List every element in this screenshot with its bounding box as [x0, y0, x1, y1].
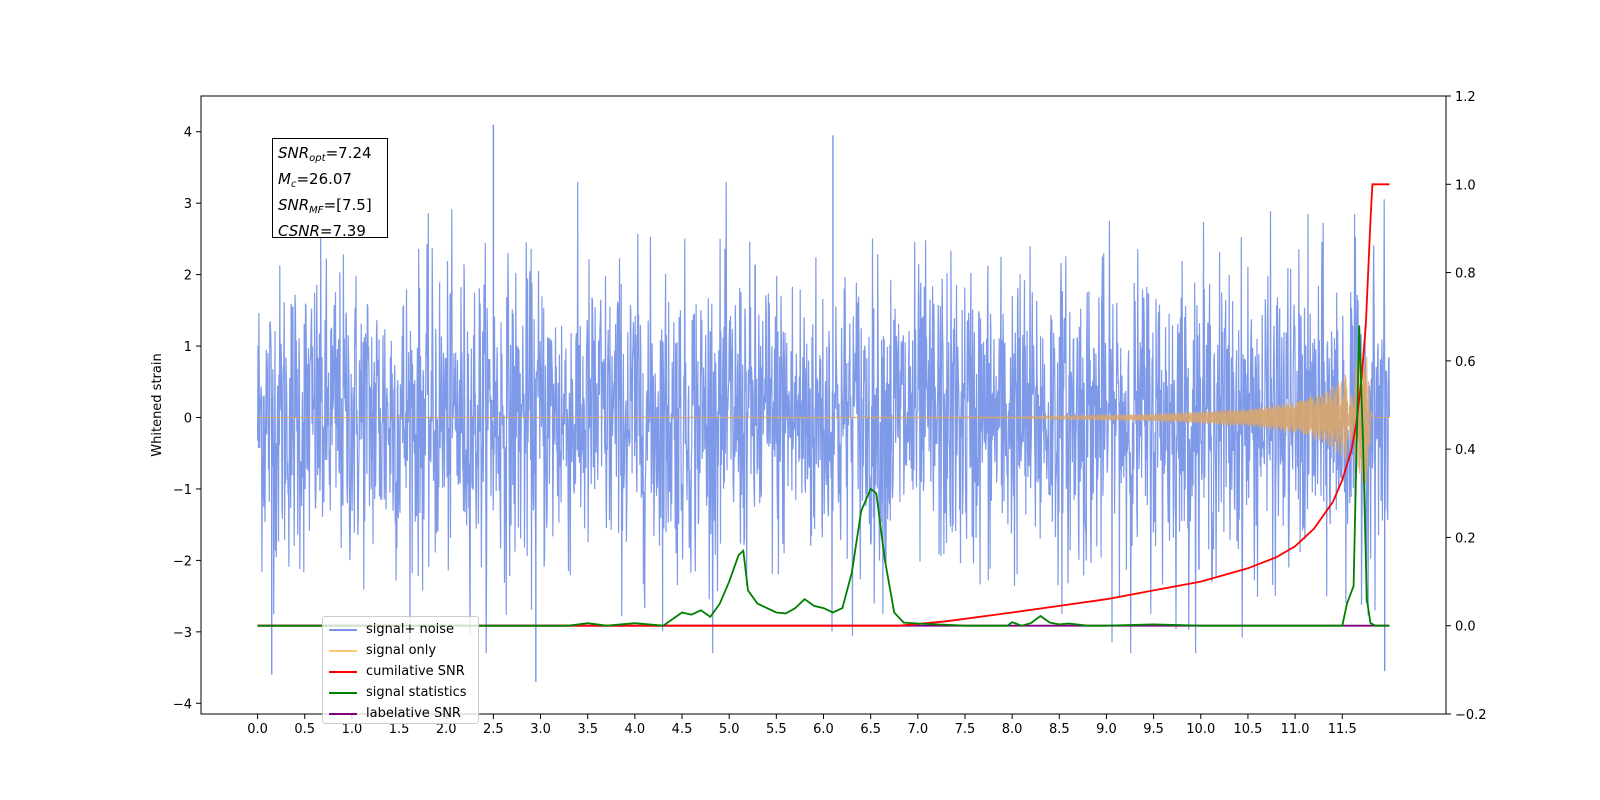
csnr-line: CSNR=7.39	[278, 222, 366, 240]
legend-item-signal-statistics: signal statistics	[329, 682, 472, 703]
legend-item-signal-noise: signal+ noise	[329, 619, 472, 640]
x-tick-label: 4.5	[672, 722, 693, 737]
legend-swatch	[329, 691, 357, 694]
legend-item-signal-only: signal only	[329, 640, 472, 661]
y-tick-label: 2	[184, 269, 192, 284]
x-tick-label: 1.0	[342, 722, 363, 737]
x-tick-label: 11.5	[1328, 722, 1357, 737]
x-tick-label: 9.0	[1096, 722, 1117, 737]
legend-item-cumulative-snr: cumilative SNR	[329, 661, 472, 682]
x-tick-label: 7.0	[907, 722, 928, 737]
series-signal-statistics-line	[257, 325, 1390, 627]
x-tick-label: 6.0	[813, 722, 834, 737]
legend-swatch	[329, 649, 357, 652]
y2-tick-label: 1.0	[1455, 178, 1476, 193]
y-tick-label: −4	[173, 697, 192, 712]
axes: 0.0 0.5 1.0 1.5 2.0 2.5 3.0 3.5 4.0 4.5 5.0 5.5 6.0 6…	[150, 90, 1487, 737]
y-tick-label: −3	[173, 626, 192, 641]
y2-tick-label: 1.2	[1455, 90, 1476, 105]
y-tick-label: −1	[173, 483, 192, 498]
x-tick-label: 0.5	[294, 722, 315, 737]
x-tick-label: 10.5	[1233, 722, 1262, 737]
y2-tick-label: 0.8	[1455, 267, 1476, 282]
x-tick-label: 7.5	[955, 722, 976, 737]
snr-mf-line: SNRMF=[7.5]	[278, 196, 372, 216]
legend: signal+ noise signal only cumilative SNR…	[322, 616, 479, 724]
x-tick-label: 8.5	[1049, 722, 1070, 737]
legend-swatch	[329, 628, 357, 631]
x-tick-label: 5.5	[766, 722, 787, 737]
x-tick-label: 6.5	[860, 722, 881, 737]
legend-swatch	[329, 670, 357, 673]
x-tick-label: 4.0	[625, 722, 646, 737]
x-tick-label: 0.0	[247, 722, 268, 737]
snr-opt-line: SNRopt=7.24	[278, 144, 372, 164]
y2-tick-label: 0.0	[1455, 620, 1476, 635]
y-tick-label: 0	[184, 412, 192, 427]
x-tick-label: 5.0	[719, 722, 740, 737]
legend-swatch	[329, 712, 357, 715]
x-tick-label: 2.5	[483, 722, 504, 737]
plot-area	[257, 124, 1390, 682]
y-tick-label: 3	[184, 197, 192, 212]
y-tick-label: 4	[184, 126, 192, 141]
chirp-mass-line: Mc=26.07	[278, 170, 352, 190]
x-tick-label: 3.5	[577, 722, 598, 737]
x-tick-label: 8.0	[1002, 722, 1023, 737]
y2-tick-label: 0.2	[1455, 531, 1476, 546]
x-tick-label: 1.5	[389, 722, 410, 737]
y-tick-label: 1	[184, 340, 192, 355]
x-tick-label: 3.0	[530, 722, 551, 737]
y2-tick-label: 0.4	[1455, 443, 1476, 458]
x-tick-label: 10.0	[1186, 722, 1215, 737]
series-cumilative-snr-line	[257, 183, 1390, 627]
snr-info-box: SNRopt=7.24 Mc=26.07 SNRMF=[7.5] CSNR=7.…	[272, 138, 388, 240]
y-tick-label: −2	[173, 554, 192, 569]
y2-tick-label: 0.6	[1455, 355, 1476, 370]
series-signal-noise-line	[257, 181, 1390, 654]
series-signal-only-line	[257, 354, 1390, 484]
x-tick-label: 2.0	[436, 722, 457, 737]
y2-tick-label: −0.2	[1455, 708, 1487, 723]
x-tick-label: 11.0	[1281, 722, 1310, 737]
y-axis-label: Whitened strain	[150, 353, 165, 456]
x-tick-label: 9.5	[1143, 722, 1164, 737]
legend-item-label: labelative SNR	[329, 703, 472, 724]
